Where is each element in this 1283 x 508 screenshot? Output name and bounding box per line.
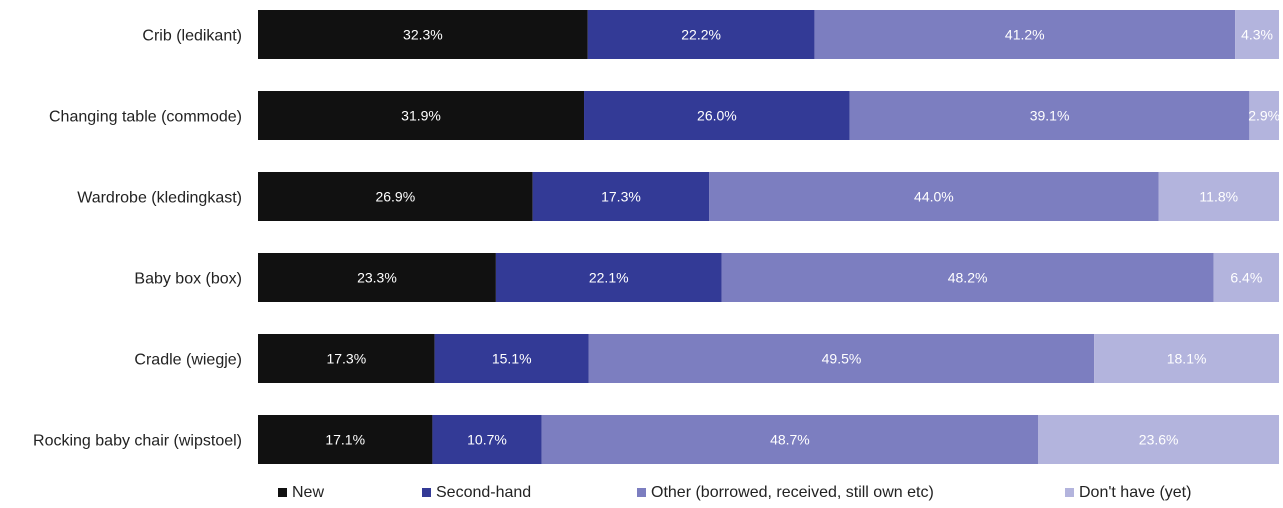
bar-segment-other-borrowed-received-still-own-etc [709,172,1159,221]
legend-item-other-borrowed-received-still-own-etc: Other (borrowed, received, still own etc… [637,484,934,501]
data-label: 17.1% [325,432,365,448]
bar-segment-second-hand [495,253,722,302]
bar-segment-second-hand [584,91,850,140]
bar-segment-new [258,415,433,464]
bar-segment-new [258,253,496,302]
bar-segment-other-borrowed-received-still-own-etc [721,253,1214,302]
category-label: Rocking baby chair (wipstoel) [33,433,242,450]
data-label: 26.0% [697,108,737,124]
bar-segment-new [258,172,533,221]
bar-segment-don-t-have-yet [1213,253,1279,302]
data-label: 6.4% [1230,270,1262,286]
legend-swatch [637,488,646,497]
bar-segment-don-t-have-yet [1094,334,1279,383]
data-label: 2.9% [1248,108,1280,124]
data-label: 17.3% [326,351,366,367]
legend-item-don-t-have-yet: Don't have (yet) [1065,484,1191,501]
category-label: Changing table (commode) [49,109,242,126]
category-label: Baby box (box) [134,271,242,288]
data-label: 17.3% [601,189,641,205]
category-label: Crib (ledikant) [142,28,242,45]
data-label: 39.1% [1030,108,1070,124]
data-label: 48.2% [948,270,988,286]
bar-row-changing-table-commode: Changing table (commode) 31.9% 26.0% 39.1% 2… [49,91,1280,140]
data-label: 22.1% [589,270,629,286]
data-label: 4.3% [1241,27,1273,43]
legend-item-new: New [278,484,324,501]
legend-label: Second-hand [436,484,531,501]
bar-segment-other-borrowed-received-still-own-etc [814,10,1236,59]
bar-segment-don-t-have-yet [1158,172,1279,221]
legend-label: Don't have (yet) [1079,484,1191,501]
category-label: Cradle (wiegje) [134,352,242,369]
bar-segment-other-borrowed-received-still-own-etc [849,91,1250,140]
legend-item-second-hand: Second-hand [422,484,531,501]
legend-label: New [292,484,324,501]
data-label: 26.9% [375,189,415,205]
data-label: 10.7% [467,432,507,448]
data-label: 22.2% [681,27,721,43]
bar-row-rocking-baby-chair-wipstoel: Rocking baby chair (wipstoel) 17.1% 10.7% 4… [33,415,1279,464]
bar-segment-new [258,91,585,140]
bar-segment-new [258,334,435,383]
legend: New Second-hand Other (borrowed, received,… [278,484,1191,501]
legend-label: Other (borrowed, received, still own etc… [651,484,934,501]
legend-swatch [278,488,287,497]
data-label: 44.0% [914,189,954,205]
data-label: 18.1% [1167,351,1207,367]
data-label: 49.5% [822,351,862,367]
legend-swatch [422,488,431,497]
bar-segment-new [258,10,588,59]
bar-rows: Crib (ledikant) 32.3% 22.2% 41.2% 4.3% Changi… [33,10,1280,464]
data-label: 32.3% [403,27,443,43]
data-label: 41.2% [1005,27,1045,43]
bar-segment-don-t-have-yet [1038,415,1279,464]
bar-row-cradle-wiegje: Cradle (wiegje) 17.3% 15.1% 49.5% 18.1% [134,334,1279,383]
data-label: 15.1% [492,351,532,367]
bar-segment-second-hand [532,172,710,221]
bar-segment-other-borrowed-received-still-own-etc [588,334,1095,383]
bar-segment-second-hand [434,334,589,383]
category-label: Wardrobe (kledingkast) [77,190,242,207]
bar-segment-don-t-have-yet [1249,91,1279,140]
bar-segment-other-borrowed-received-still-own-etc [541,415,1039,464]
data-label: 23.6% [1139,432,1179,448]
data-label: 11.8% [1199,189,1238,205]
bar-row-wardrobe-kledingkast: Wardrobe (kledingkast) 26.9% 17.3% 44.0% 11.… [77,172,1279,221]
bar-row-crib-ledikant: Crib (ledikant) 32.3% 22.2% 41.2% 4.3% [142,10,1279,59]
legend-swatch [1065,488,1074,497]
data-label: 31.9% [401,108,441,124]
bar-segment-second-hand [587,10,815,59]
bar-segment-second-hand [432,415,542,464]
bar-row-baby-box-box: Baby box (box) 23.3% 22.1% 48.2% 6.4% [134,253,1279,302]
bar-segment-don-t-have-yet [1235,10,1279,59]
data-label: 48.7% [770,432,810,448]
data-label: 23.3% [357,270,397,286]
